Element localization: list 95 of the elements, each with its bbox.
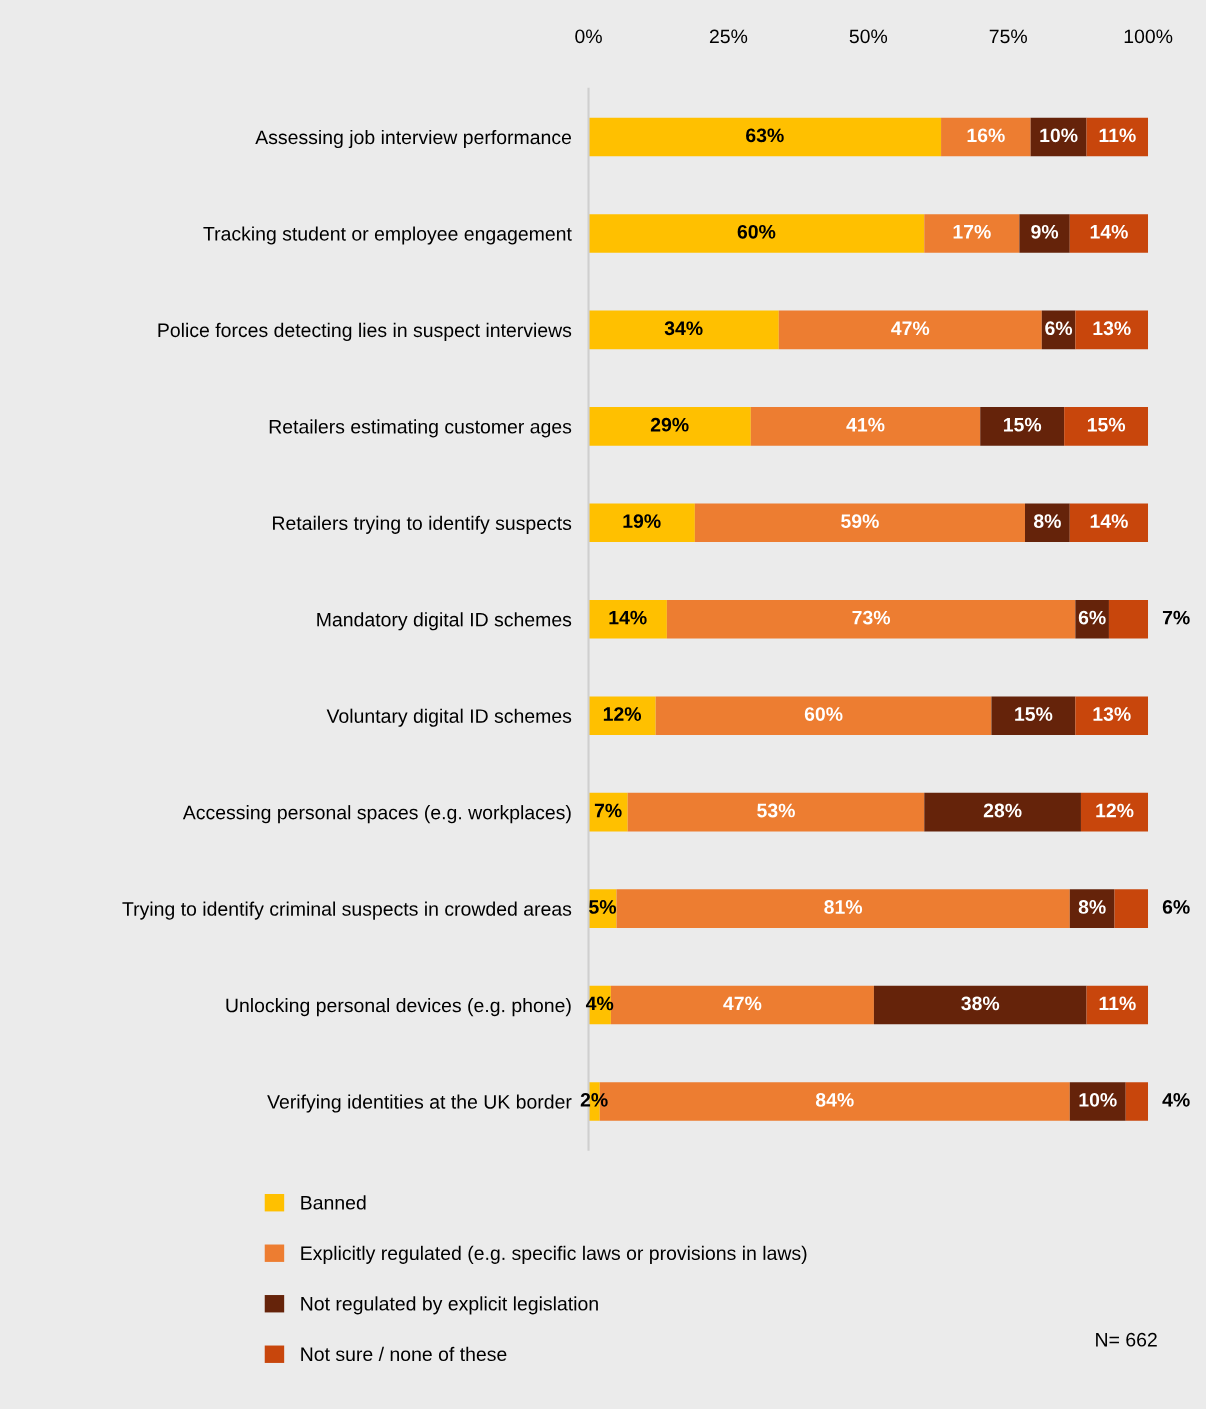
y-tick-label: Verifying identities at the UK border xyxy=(267,1094,572,1113)
data-label: 15% xyxy=(1015,707,1053,721)
bar xyxy=(588,503,695,543)
data-label: 81% xyxy=(824,900,863,914)
bar xyxy=(750,407,981,446)
x-tick-label: 25% xyxy=(709,29,748,44)
data-label: 7% xyxy=(594,803,622,818)
legend-label: Explicitly regulated (e.g. specific laws or provisions in laws) xyxy=(301,1245,807,1264)
data-label: 6% xyxy=(1078,610,1106,625)
data-label: 6% xyxy=(1162,900,1190,914)
data-label: 47% xyxy=(723,996,762,1011)
data-label: 10% xyxy=(1040,128,1078,143)
bar xyxy=(588,696,656,735)
bar xyxy=(588,599,667,639)
data-label: 38% xyxy=(961,996,1000,1011)
data-label: 8% xyxy=(1033,514,1061,529)
x-tick-label: 100% xyxy=(1124,29,1173,44)
y-tick-label: Police forces detecting lies in suspect interviews xyxy=(158,322,572,341)
y-tick-label: Assessing job interview performance xyxy=(255,129,572,149)
bar xyxy=(991,696,1076,735)
bar xyxy=(588,407,751,446)
data-label: 60% xyxy=(737,224,776,239)
bar xyxy=(924,792,1081,832)
y-tick-label: Retailers trying to identify suspects xyxy=(273,515,572,534)
data-label: 59% xyxy=(841,514,879,529)
y-tick-label: Mandatory digital ID schemes xyxy=(317,612,572,631)
data-label: 13% xyxy=(1093,321,1131,336)
bar xyxy=(1069,889,1115,928)
data-label: 4% xyxy=(1162,1093,1190,1107)
text: N= 662 xyxy=(1096,1332,1157,1347)
data-label: 63% xyxy=(746,128,784,143)
data-label: 15% xyxy=(1003,417,1042,432)
x-tick-label: 75% xyxy=(989,29,1027,44)
y-tick-label: Trying to identify criminal suspects in crowded areas xyxy=(122,901,572,920)
bar xyxy=(1080,792,1149,832)
x-tick-label: 0% xyxy=(575,29,602,44)
data-label: 47% xyxy=(891,321,930,336)
bar xyxy=(941,117,1031,157)
data-label: 12% xyxy=(603,707,642,721)
bar xyxy=(980,407,1065,446)
data-label: 12% xyxy=(1096,803,1134,818)
bar xyxy=(1075,696,1149,735)
bar xyxy=(588,117,942,157)
legend-label: Banned xyxy=(301,1195,366,1210)
bar xyxy=(588,214,925,253)
x-tick-label: 50% xyxy=(849,29,888,44)
data-label: 11% xyxy=(1099,128,1136,143)
bar xyxy=(1125,1082,1149,1121)
bar xyxy=(588,310,779,350)
bar xyxy=(627,792,925,832)
data-label: 53% xyxy=(757,803,795,818)
data-label: 8% xyxy=(1078,900,1106,914)
data-label: 41% xyxy=(846,417,885,432)
bar xyxy=(1075,310,1149,350)
y-tick-label: Unlocking personal devices (e.g. phone) xyxy=(226,998,571,1017)
data-label: 73% xyxy=(852,610,891,625)
bar xyxy=(1064,407,1149,446)
data-label: 11% xyxy=(1099,996,1136,1011)
y-tick-label: Tracking student or employee engagement xyxy=(203,226,572,245)
data-label: 10% xyxy=(1079,1092,1117,1107)
data-label: 19% xyxy=(623,514,661,529)
data-label: 14% xyxy=(609,610,647,625)
y-tick-label: Retailers estimating customer ages xyxy=(269,419,572,438)
bar xyxy=(666,599,1076,639)
bar xyxy=(873,985,1087,1025)
data-label: 14% xyxy=(1090,514,1128,528)
data-label: 15% xyxy=(1087,417,1126,432)
data-label: 34% xyxy=(664,321,703,336)
data-label: 5% xyxy=(589,900,617,914)
data-label: 14% xyxy=(1090,224,1128,239)
bar xyxy=(1108,599,1149,639)
data-label: 16% xyxy=(967,128,1005,143)
bar xyxy=(778,310,1042,350)
bar xyxy=(1019,214,1070,253)
bar xyxy=(694,503,1025,543)
y-tick-label: Voluntary digital ID schemes xyxy=(326,708,572,727)
data-label: 84% xyxy=(815,1092,854,1107)
bar xyxy=(655,696,992,735)
bar xyxy=(924,214,1020,253)
data-label: 7% xyxy=(1162,610,1190,625)
bar xyxy=(1069,214,1149,253)
y-tick-label: Accessing personal spaces (e.g. workplaces) xyxy=(182,805,571,824)
data-label: 13% xyxy=(1093,707,1131,721)
data-label: 29% xyxy=(650,417,689,432)
bar xyxy=(1069,1082,1126,1121)
data-label: 60% xyxy=(804,707,843,721)
legend-label: Not regulated by explicit legislation xyxy=(301,1296,598,1315)
data-label: 9% xyxy=(1031,224,1059,239)
legend-label: Not sure / none of these xyxy=(301,1346,507,1362)
bar xyxy=(1114,889,1149,928)
data-label: 17% xyxy=(953,224,991,239)
data-label: 6% xyxy=(1045,321,1073,336)
data-label: 28% xyxy=(983,803,1022,818)
bar xyxy=(1069,503,1149,543)
bar xyxy=(616,889,1070,928)
